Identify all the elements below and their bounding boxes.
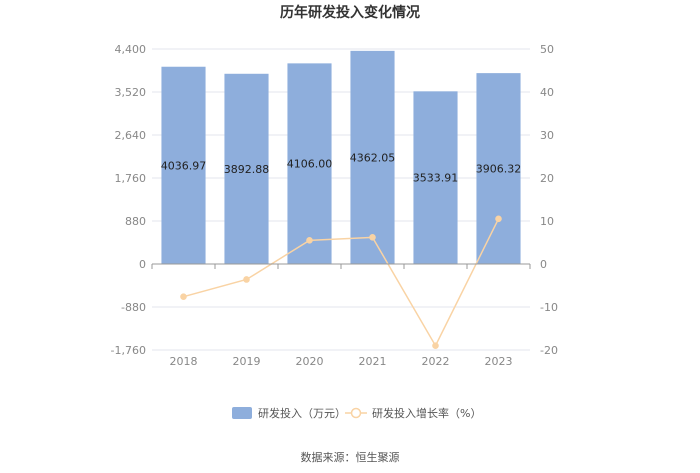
bar-series [161,50,521,265]
y-right-tick-label: 0 [540,258,547,271]
y-right-tick-label: 50 [540,43,554,56]
legend-bar-label: 研发投入（万元） [258,406,346,420]
y-right-tick-label: -10 [540,301,558,314]
x-tick-label: 2019 [233,355,261,368]
growth-rate-point [432,342,439,350]
bar-data-label: 4036.97 [161,159,207,172]
x-tick-label: 2018 [170,355,198,368]
legend: 研发投入（万元） 研发投入增长率（%） [232,406,481,420]
y-left-tick-label: 2,640 [115,129,147,142]
bar-data-labels: 4036.97 3892.88 4106.00 4362.05 3533.91 3906.… [161,151,522,184]
source-note: 数据来源：恒生聚源 [301,450,400,464]
left-axis-ticks: 4,400 3,520 2,640 1,760 880 0 -880 -1,760 [111,43,146,357]
bar-data-label: 4362.05 [350,151,396,164]
bar-data-label: 3533.91 [413,172,459,185]
bar-data-label: 3892.88 [224,163,270,176]
growth-rate-point [180,293,187,300]
growth-rate-point [243,276,250,283]
y-left-tick-label: -1,760 [111,344,146,357]
bar-data-label: 3906.32 [476,163,522,176]
x-tick-label: 2020 [296,355,324,368]
bar [413,91,458,264]
x-tick-label: 2021 [359,355,387,368]
bar-data-label: 4106.00 [287,158,333,171]
y-right-tick-label: 20 [540,172,554,185]
y-left-tick-label: 1,760 [115,172,147,185]
y-left-tick-label: -880 [121,301,146,314]
y-left-tick-label: 3,520 [115,86,147,99]
growth-rate-point [495,215,502,223]
bar [161,66,206,264]
legend-line-marker [350,407,362,419]
legend-line-label: 研发投入增长率（%） [372,406,481,420]
y-right-tick-label: -20 [540,344,558,357]
right-axis-ticks: 50 40 30 20 10 0 -10 -20 [540,43,558,357]
x-tick-label: 2023 [485,355,513,368]
y-right-tick-label: 40 [540,86,554,99]
gridlines [152,48,530,351]
y-right-tick-label: 30 [540,129,554,142]
y-left-tick-label: 0 [139,258,146,271]
y-left-tick-label: 4,400 [115,43,147,56]
chart-title: 历年研发投入变化情况 [280,4,420,21]
bar [350,50,395,265]
line-series [180,215,502,350]
bar [224,73,269,264]
growth-rate-line [183,218,500,348]
x-tick-label: 2022 [422,355,450,368]
growth-rate-point [369,234,376,241]
bar [287,63,332,265]
legend-bar-swatch [232,407,252,419]
bar [476,73,521,264]
y-right-tick-label: 10 [540,215,554,228]
y-left-tick-label: 880 [125,215,146,228]
growth-rate-point [306,237,313,244]
x-axis: 2018 2019 2020 2021 2022 2023 [151,263,531,368]
